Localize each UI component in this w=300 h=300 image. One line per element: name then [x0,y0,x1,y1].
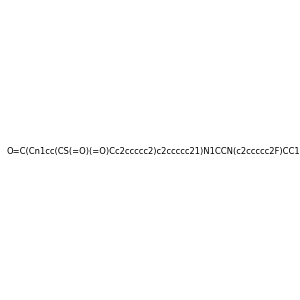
Text: O=C(Cn1cc(CS(=O)(=O)Cc2ccccc2)c2ccccc21)N1CCN(c2ccccc2F)CC1: O=C(Cn1cc(CS(=O)(=O)Cc2ccccc2)c2ccccc21)… [7,147,300,156]
